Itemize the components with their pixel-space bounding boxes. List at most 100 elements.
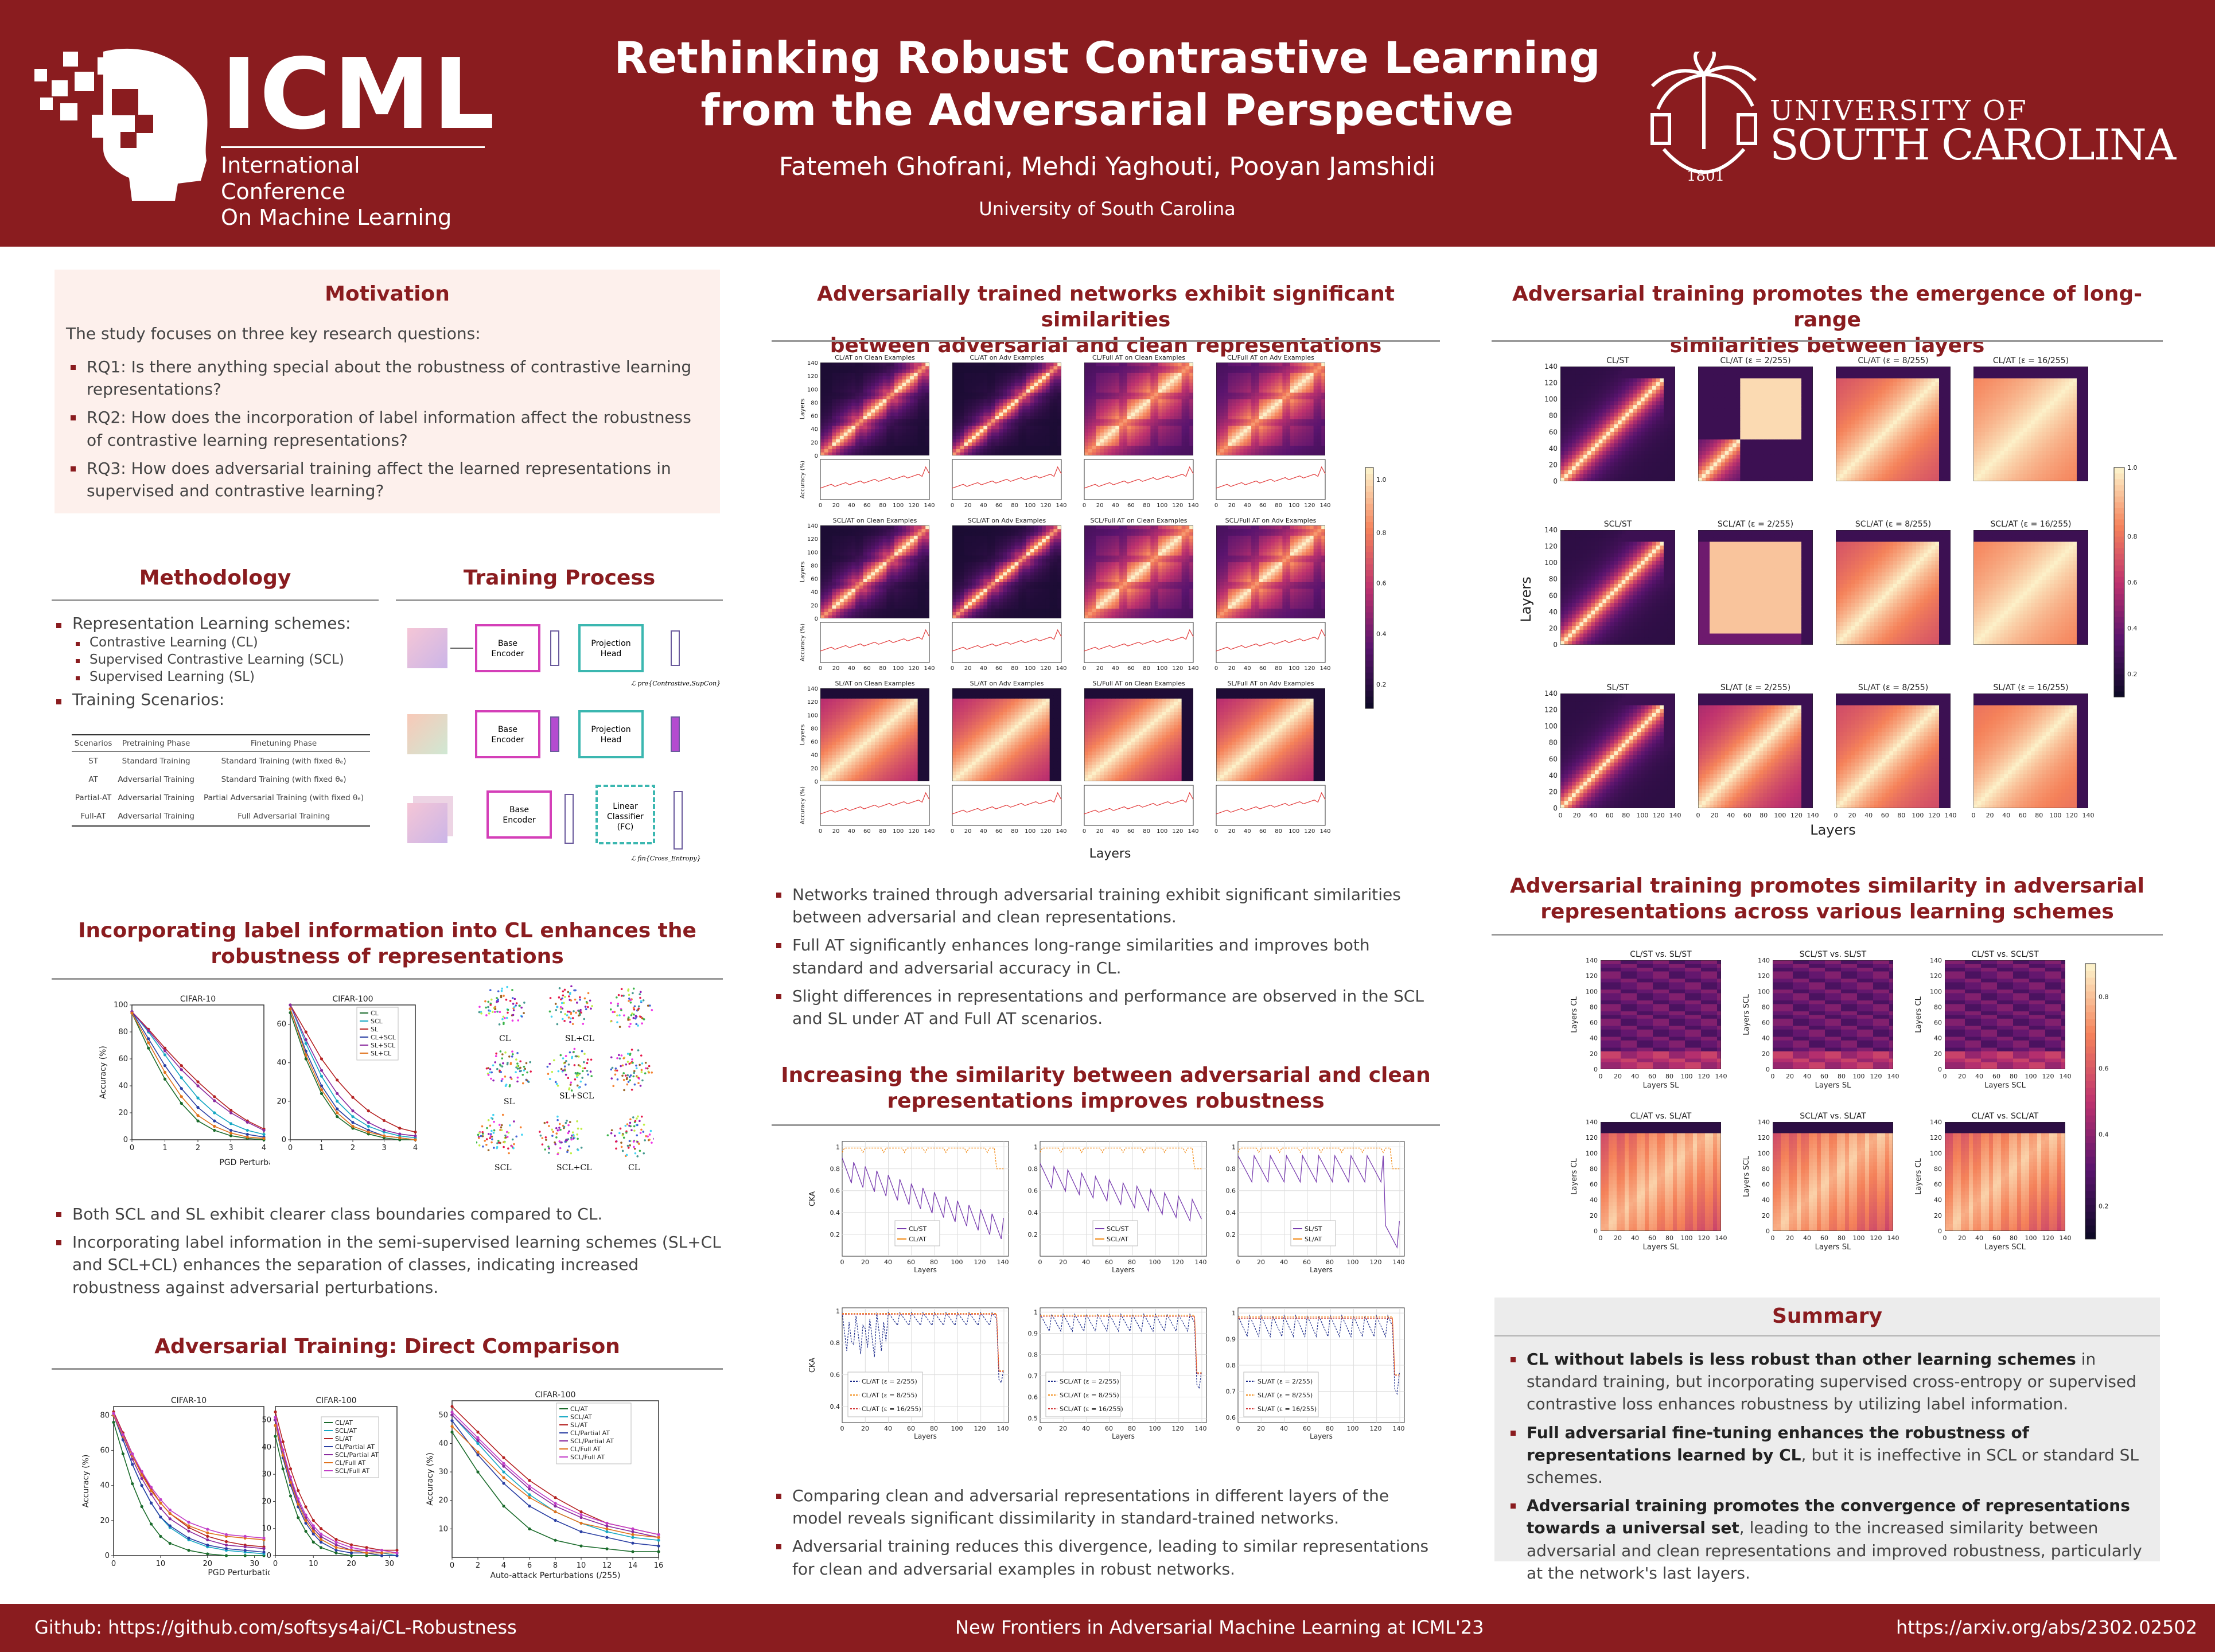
tsne-point [504,1017,506,1019]
rq1-item: RQ1: Is there anything special about the… [66,356,709,400]
heatmap-cell [983,406,988,410]
heatmap-cell [894,442,899,446]
heatmap-cell [1267,422,1271,426]
heatmap-cell [968,382,972,386]
heatmap-cell [952,376,957,380]
heatmap-cell [1018,399,1023,403]
heatmap-cell [913,565,918,569]
heatmap-cell [1313,412,1318,416]
heatmap-cell [1123,412,1128,416]
data-point [367,1121,370,1124]
heatmap-cell [839,395,844,400]
heatmap-cell [1142,385,1147,389]
heatmap-cell [1239,435,1244,439]
tsne-point [614,1067,617,1070]
tsne-point [554,1003,557,1005]
heatmap-cell [1057,376,1061,380]
heatmap-cell [1045,369,1050,373]
heatmap-cell [1003,365,1007,370]
heatmap-cell [1251,419,1256,423]
chart-title: CIFAR-100 [316,1396,356,1405]
heatmap-cell [851,439,856,443]
heatmap-cell [1115,422,1120,426]
heatmap-cell [1135,445,1139,449]
heatmap-cell [1251,395,1256,400]
tsne-point [485,1138,488,1140]
data-point [213,1099,216,1102]
heatmap-cell [1278,376,1283,380]
heatmap-cell [1263,389,1267,393]
heatmap-cell [1154,422,1159,426]
data-point [312,1524,315,1528]
heatmap-cell [1119,428,1124,433]
heatmap-cell [902,422,906,426]
heatmap-cell [1139,409,1143,413]
heatmap-cell [1084,449,1089,453]
heatmap-cell [1317,399,1322,403]
heatmap-cell [1220,435,1225,439]
heatmap-cell [1232,412,1236,416]
heatmap-cell [1030,395,1034,400]
data-point [149,1486,153,1489]
heatmap-cell [820,558,825,563]
tsne-point [570,985,573,988]
heatmap-cell [1111,445,1116,449]
heatmap-cell [1274,409,1279,413]
heatmap-cell [855,379,860,383]
heatmap-cell [1100,369,1104,373]
heatmap-cell [878,385,883,389]
tsne-point [548,1147,550,1150]
heatmap-cell [1049,385,1054,389]
tsne-point [568,995,570,998]
heatmap-cell [894,445,899,449]
heatmap-cell [1111,428,1116,433]
heatmap-cell [871,412,875,416]
heatmap-cell [1235,392,1240,396]
heatmap-cell [1026,409,1031,413]
tsne-point [530,1070,532,1073]
heatmap-cell [855,588,860,593]
heatmap-cell [859,611,864,615]
data-point [196,1114,200,1117]
tsne-point [583,1018,586,1020]
heatmap-cell [1271,399,1275,403]
heatmap-cell [1030,363,1034,367]
heatmap-cell [1010,425,1015,430]
heatmap-cell [1111,395,1116,400]
heatmap-cell [1170,399,1174,403]
tsne-point [620,1146,623,1148]
tsne-point [641,1022,643,1025]
heatmap-cell [1131,382,1135,386]
heatmap-cell [890,445,895,449]
heatmap-cell [1030,369,1034,373]
tsne-point [505,999,508,1001]
heatmap-cell [1010,428,1015,433]
heatmap-cell [1103,376,1108,380]
tsne-point [517,1019,520,1022]
tsne-point [568,1130,570,1133]
tsne-point [633,1129,636,1132]
heatmap-cell [1115,415,1120,419]
heatmap-cell [886,452,891,455]
heatmap-cell [1243,425,1248,430]
heatmap-cell [1135,382,1139,386]
heatmap-cell [843,548,848,552]
heatmap-cell [1053,422,1058,426]
heatmap-cell [1119,392,1124,396]
heatmap-cell [1243,445,1248,449]
heatmap-cell [1026,372,1031,376]
heatmap-cell [910,385,914,389]
heatmap-cell [975,445,980,449]
heatmap-cell [917,565,922,569]
heatmap-cell [863,392,867,396]
tsne-point [547,1073,550,1075]
heatmap-cell [906,595,910,599]
heatmap-cell [1107,363,1112,367]
heatmap-cell [1158,428,1163,433]
heatmap-cell [824,382,829,386]
heatmap-cell [1107,382,1112,386]
heatmap-cell [1014,452,1019,455]
heatmap-cell [898,376,902,380]
heatmap-cell [836,602,840,606]
heatmap-cell [1003,452,1007,455]
